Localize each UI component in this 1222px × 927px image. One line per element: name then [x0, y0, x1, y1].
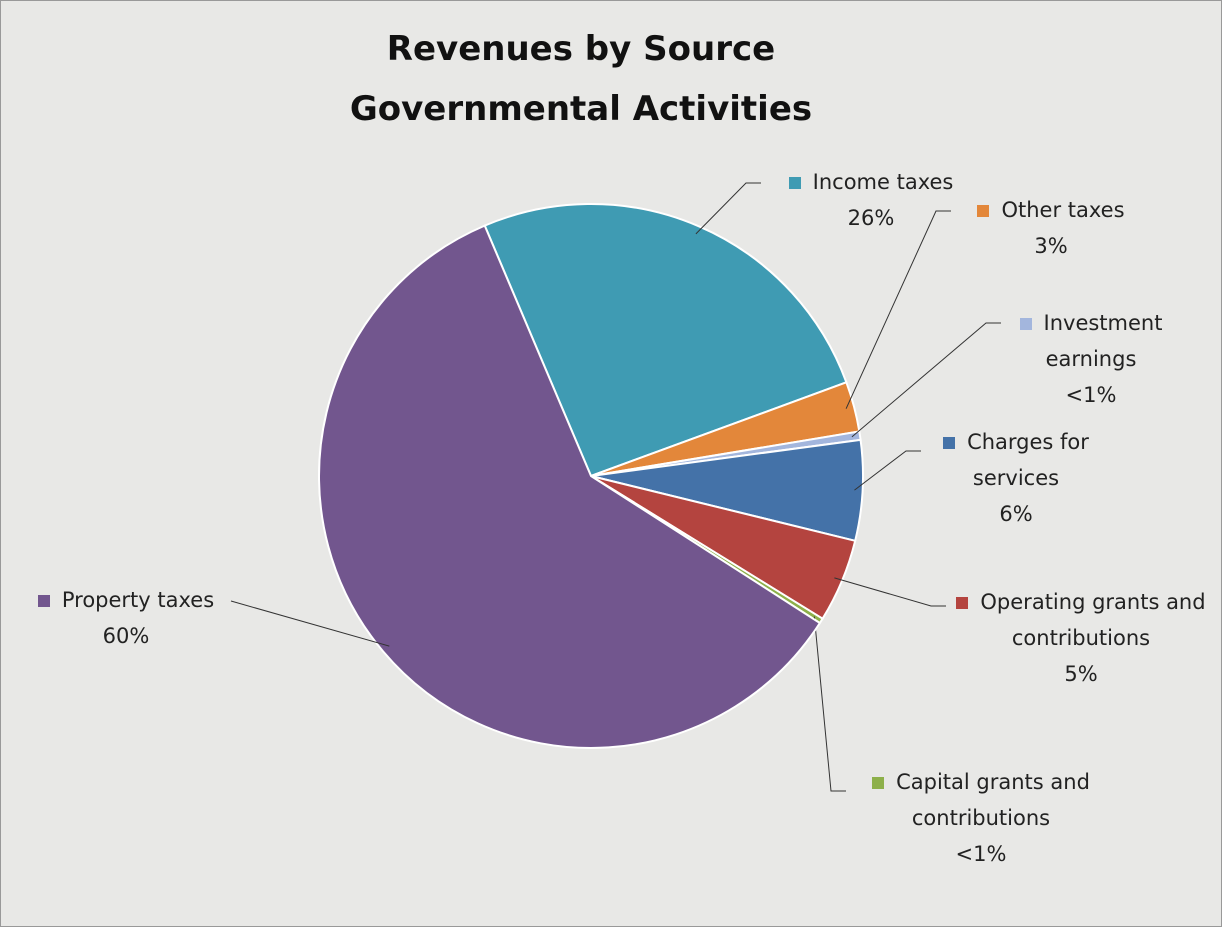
value-label: 3% — [1034, 234, 1068, 258]
leader-line — [854, 450, 921, 491]
legend-swatch — [872, 777, 885, 789]
legend-swatch — [943, 437, 956, 449]
value-label: 26% — [847, 206, 895, 230]
category-label: Operating grants and contributions — [980, 590, 1206, 650]
category-label: Property taxes — [61, 588, 215, 612]
data-label: Operating grants and contributions 5% — [956, 584, 1206, 692]
category-label: Other taxes — [1001, 198, 1125, 222]
leader-line — [851, 322, 1001, 438]
category-label: Capital grants and contributions — [896, 770, 1090, 830]
leader-line — [695, 182, 761, 235]
category-label: Income taxes — [812, 170, 954, 194]
leader-line — [813, 616, 846, 792]
value-label: 5% — [1064, 662, 1098, 686]
value-label: <1% — [1065, 383, 1117, 407]
chart-subtitle: Governmental Activities — [349, 89, 813, 129]
data-label: Capital grants and contributions <1% — [846, 764, 1116, 872]
leader-line — [230, 600, 390, 647]
legend-swatch — [1019, 318, 1032, 330]
value-label: 6% — [999, 502, 1033, 526]
legend-swatch — [37, 595, 50, 607]
data-label: Charges for services 6% — [926, 424, 1106, 532]
pie-slice — [318, 224, 822, 749]
category-label: Charges for services — [967, 430, 1089, 490]
leader-line — [845, 210, 951, 409]
data-label: Other taxes 3% — [956, 192, 1146, 264]
leader-line — [834, 577, 946, 607]
value-label: <1% — [955, 842, 1007, 866]
legend-swatch — [788, 177, 801, 189]
legend-swatch — [977, 205, 990, 217]
chart-title: Revenues by Source — [386, 29, 776, 69]
legend-swatch — [956, 597, 969, 609]
category-label: Investment earnings — [1043, 311, 1163, 371]
value-label: 60% — [102, 624, 150, 648]
pie-slice — [483, 203, 848, 478]
data-label: Investment earnings <1% — [991, 305, 1191, 413]
data-label: Income taxes 26% — [771, 164, 971, 236]
data-label: Property taxes 60% — [16, 582, 236, 654]
